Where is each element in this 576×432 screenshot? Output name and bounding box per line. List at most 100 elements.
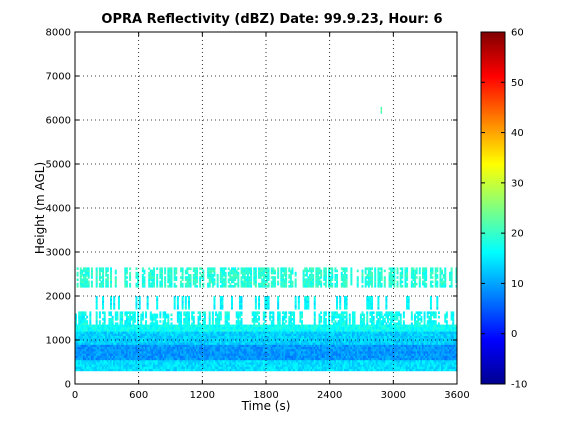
heatmap-cell <box>148 324 151 328</box>
heatmap-cell <box>388 348 391 352</box>
heatmap-cell <box>108 324 111 328</box>
heatmap-cell <box>117 346 120 350</box>
heatmap-cell <box>421 326 424 330</box>
heatmap-cell <box>417 340 420 343</box>
heatmap-cell <box>398 337 401 341</box>
heatmap-cell <box>455 351 457 354</box>
heatmap-cell <box>364 359 367 363</box>
heatmap-cell <box>121 366 124 369</box>
heatmap-cell <box>420 337 423 341</box>
heatmap-cell <box>191 324 194 328</box>
heatmap-cell <box>388 364 391 367</box>
heatmap-cell <box>402 346 405 350</box>
heatmap-cell <box>436 335 439 339</box>
heatmap-cell <box>386 366 389 369</box>
heatmap-cell <box>345 346 348 350</box>
heatmap-cell <box>78 359 81 363</box>
heatmap-cell <box>226 368 229 372</box>
heatmap-cell <box>246 353 249 356</box>
heatmap-cell <box>266 351 268 354</box>
heatmap-cell <box>173 355 176 358</box>
heatmap-cell <box>393 366 396 369</box>
heatmap-cell <box>288 337 291 341</box>
heatmap-cell <box>358 368 361 372</box>
heatmap-cell <box>195 329 198 332</box>
heatmap-cell <box>160 357 163 361</box>
heatmap-cell <box>288 348 291 352</box>
heatmap-cell <box>240 351 243 354</box>
heatmap-cell <box>374 366 377 369</box>
heatmap-cell <box>421 368 424 372</box>
heatmap-cell <box>189 329 192 332</box>
heatmap-cells <box>75 106 457 372</box>
heatmap-cell <box>258 335 261 339</box>
heatmap-cell <box>84 348 87 352</box>
heatmap-cell <box>237 359 240 363</box>
heatmap-cell <box>444 348 447 352</box>
heatmap-cell <box>125 353 128 356</box>
heatmap-cell <box>291 333 294 336</box>
heatmap-cell <box>181 337 184 341</box>
heatmap-cell <box>264 357 267 361</box>
heatmap-cell <box>248 368 251 372</box>
heatmap-cell <box>323 331 326 334</box>
heatmap-cell <box>377 335 380 339</box>
heatmap-cell <box>251 335 254 339</box>
heatmap-cell <box>359 351 362 354</box>
heatmap-cell <box>145 333 148 336</box>
heatmap-cell <box>398 335 401 339</box>
heatmap-cell <box>278 346 281 350</box>
heatmap-cell <box>197 355 200 358</box>
heatmap-cell <box>383 324 386 328</box>
heatmap-cell <box>393 353 396 356</box>
heatmap-cell <box>453 366 456 369</box>
heatmap-cell <box>125 331 128 334</box>
heatmap-cell <box>301 324 304 328</box>
heatmap-cell <box>87 331 90 334</box>
heatmap-cell <box>415 346 418 350</box>
heatmap-cell <box>431 342 434 345</box>
heatmap-cell <box>385 357 388 361</box>
heatmap-cell <box>176 329 179 332</box>
heatmap-cell <box>207 351 210 354</box>
heatmap-cell <box>359 335 362 339</box>
heatmap-cell <box>175 335 178 339</box>
heatmap-cell <box>328 368 331 372</box>
heatmap-cell <box>237 329 240 332</box>
heatmap-cell <box>157 324 160 328</box>
heatmap-cell <box>455 353 457 356</box>
heatmap-cell <box>334 337 337 341</box>
heatmap-cell <box>159 355 162 358</box>
heatmap-cell <box>442 337 445 341</box>
heatmap-cell <box>213 359 216 363</box>
heatmap-cell <box>264 329 267 332</box>
heatmap-cell <box>92 368 95 372</box>
heatmap-cell <box>197 344 200 347</box>
heatmap-cell <box>152 344 155 347</box>
heatmap-cell <box>417 346 420 350</box>
heatmap-cell <box>281 362 284 365</box>
heatmap-cell <box>183 324 186 328</box>
heatmap-cell <box>127 359 130 363</box>
heatmap-cell <box>152 324 155 328</box>
heatmap-cell <box>87 337 90 341</box>
heatmap-cell <box>429 359 432 363</box>
heatmap-cell <box>401 357 404 361</box>
heatmap-cell <box>420 340 423 343</box>
heatmap-cell <box>372 362 375 365</box>
heatmap-cell <box>235 362 238 365</box>
heatmap-cell <box>409 364 412 367</box>
heatmap-cell <box>103 342 106 345</box>
heatmap-cell <box>116 359 119 363</box>
heatmap-cell <box>110 346 113 350</box>
heatmap-cell <box>261 335 264 339</box>
heatmap-cell <box>210 348 213 352</box>
heatmap-cell <box>353 344 356 347</box>
heatmap-cell <box>254 344 257 347</box>
heatmap-cell <box>173 359 176 363</box>
heatmap-cell <box>82 337 85 341</box>
heatmap-cell <box>302 362 305 365</box>
heatmap-cell <box>273 335 276 339</box>
heatmap-cell <box>259 366 262 369</box>
heatmap-cell <box>89 346 92 350</box>
